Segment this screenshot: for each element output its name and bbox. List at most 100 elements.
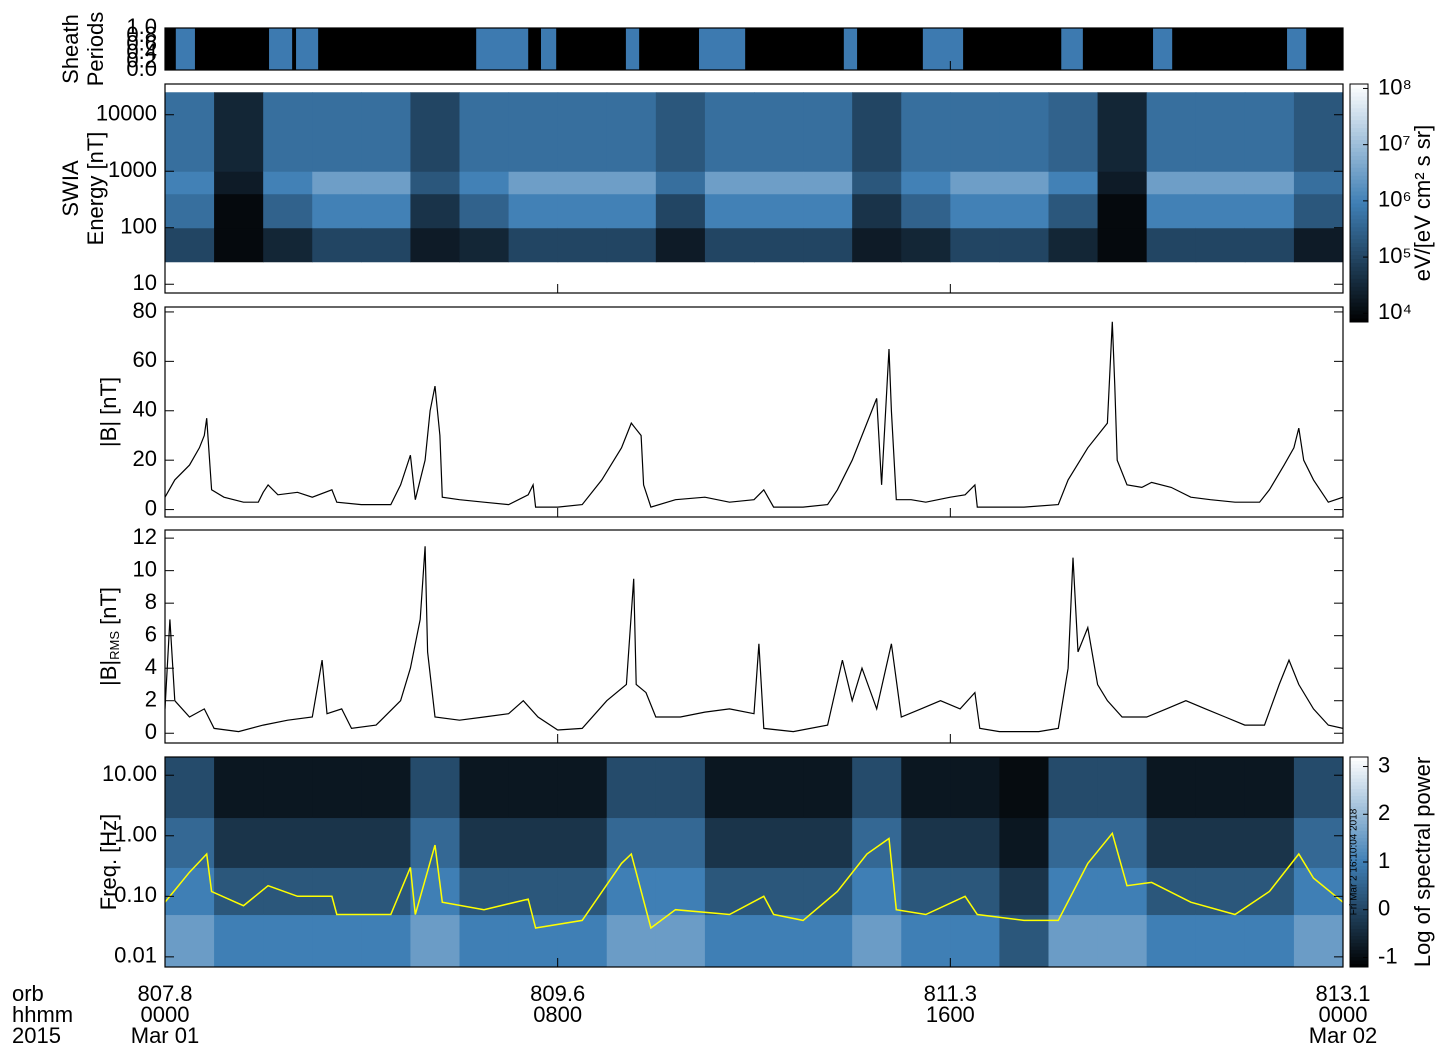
- colorbar-segment: [1350, 258, 1368, 263]
- spectrogram-cell: [1195, 193, 1246, 229]
- spectrogram-cell: [1293, 867, 1343, 916]
- colorbar-segment: [1350, 820, 1368, 824]
- colorbar-segment: [1350, 883, 1368, 887]
- spectrogram-cell: [312, 914, 362, 967]
- spectrogram-cell: [459, 193, 510, 229]
- spectrogram-cell: [410, 193, 460, 229]
- spectrogram-cell: [852, 193, 902, 229]
- y-tick-label: 10.00: [102, 761, 157, 786]
- spectrogram-cell: [1097, 193, 1148, 229]
- spectrogram-cell: [999, 92, 1049, 172]
- spectrogram-cell: [1293, 757, 1343, 819]
- spectrogram-cell: [214, 867, 264, 916]
- colorbar-segment: [1350, 914, 1368, 919]
- spectrogram-cell: [410, 227, 460, 263]
- colorbar-segment: [1350, 932, 1368, 936]
- colorbar-segment: [1350, 179, 1368, 184]
- colorbar-segment: [1350, 302, 1368, 307]
- colorbar-segment: [1350, 151, 1368, 156]
- colorbar-segment: [1350, 858, 1368, 863]
- spectrogram-cell: [999, 757, 1049, 819]
- spectrogram-cell: [165, 817, 215, 868]
- spectrogram-cell: [508, 817, 559, 868]
- colorbar-segment: [1350, 785, 1368, 789]
- orbit-label: 813.1: [1315, 981, 1370, 1006]
- colorbar-tick-label: 10⁵: [1378, 243, 1412, 268]
- date-label: Mar 01: [131, 1023, 199, 1048]
- spectrogram-cell: [1048, 92, 1099, 172]
- spectrogram-cell: [655, 867, 706, 916]
- axis-row-label: hhmm: [12, 1002, 73, 1027]
- colorbar-segment: [1350, 107, 1368, 113]
- spectrogram-cell: [852, 817, 902, 868]
- y-tick-label: 1.0: [126, 14, 157, 39]
- colorbar-segment: [1350, 862, 1368, 866]
- sheath-interval: [296, 28, 319, 70]
- y-axis-label: Freq. [Hz]: [96, 814, 121, 911]
- spectrogram-cell: [214, 193, 264, 229]
- colorbar-segment: [1350, 218, 1368, 224]
- y-tick-label: 10: [133, 270, 157, 295]
- y-tick-label: 0.8: [126, 22, 157, 47]
- spectrogram-cell: [901, 914, 951, 967]
- colorbar-segment: [1350, 893, 1368, 898]
- x-tick-label: 1600: [926, 1002, 975, 1027]
- spectrogram-cell: [1195, 757, 1246, 819]
- colorbar-frame: [1349, 83, 1369, 323]
- y-tick-label: 8: [145, 589, 157, 614]
- spectrogram-cell: [655, 757, 706, 819]
- spectrogram-cell: [606, 227, 657, 263]
- spectrogram-cell: [263, 227, 313, 263]
- colorbar-segment: [1350, 119, 1368, 125]
- spectrogram-cell: [1097, 914, 1148, 967]
- colorbar-segment: [1350, 127, 1368, 133]
- spectrogram-cell: [901, 92, 951, 172]
- colorbar-label: eV/[eV cm² s sr]: [1410, 125, 1435, 281]
- colorbar-segment: [1350, 802, 1368, 807]
- panel: [165, 321, 1343, 508]
- colorbar-segment: [1350, 290, 1368, 295]
- panel: [165, 28, 1343, 70]
- spectrogram-cell: [165, 757, 215, 819]
- sheath-interval: [699, 28, 746, 70]
- spectrogram-cell: [803, 227, 853, 263]
- colorbar-segment: [1350, 942, 1368, 947]
- spectrogram-cell: [1195, 227, 1246, 263]
- spectrogram-cell: [950, 914, 1000, 967]
- spectrogram-cell: [852, 227, 902, 263]
- y-tick-label: 0: [145, 495, 157, 520]
- spectrogram-cell: [508, 757, 559, 819]
- spectrogram-cell: [1048, 193, 1099, 229]
- colorbar-segment: [1350, 806, 1368, 810]
- colorbar-segment: [1350, 795, 1368, 800]
- spectrogram-cell: [999, 914, 1049, 967]
- sheath-interval: [922, 28, 964, 70]
- spectrogram-cell: [508, 193, 559, 229]
- spectrogram-cell: [263, 914, 313, 967]
- spectrogram-cell: [950, 171, 1000, 195]
- spectrogram-cell: [655, 92, 706, 172]
- y-axis-label: Periods: [83, 12, 108, 87]
- colorbar-segment: [1350, 187, 1368, 192]
- spectrogram-cell: [557, 193, 608, 229]
- panel: [165, 757, 1343, 967]
- spectrogram-cell: [459, 92, 510, 172]
- x-tick-label: 0000: [1319, 1002, 1368, 1027]
- colorbar-tick-label: 10⁴: [1378, 299, 1412, 324]
- spectrogram-cell: [312, 193, 362, 229]
- axis-row-label: 2015: [12, 1023, 61, 1048]
- colorbar-segment: [1350, 781, 1368, 786]
- spectrogram-cell: [214, 817, 264, 868]
- colorbar-segment: [1350, 103, 1368, 109]
- spectrogram-cell: [1146, 227, 1197, 263]
- y-tick-label: 0.10: [114, 882, 157, 907]
- colorbar-segment: [1350, 827, 1368, 831]
- spectrogram-cell: [1048, 914, 1099, 967]
- spectrogram-cell: [655, 193, 706, 229]
- colorbar-segment: [1350, 254, 1368, 260]
- spectrogram-cell: [803, 867, 853, 916]
- spectrogram-cell: [361, 867, 411, 916]
- y-tick-label: 2: [145, 687, 157, 712]
- colorbar-segment: [1350, 318, 1368, 323]
- spectrogram-cell: [852, 914, 902, 967]
